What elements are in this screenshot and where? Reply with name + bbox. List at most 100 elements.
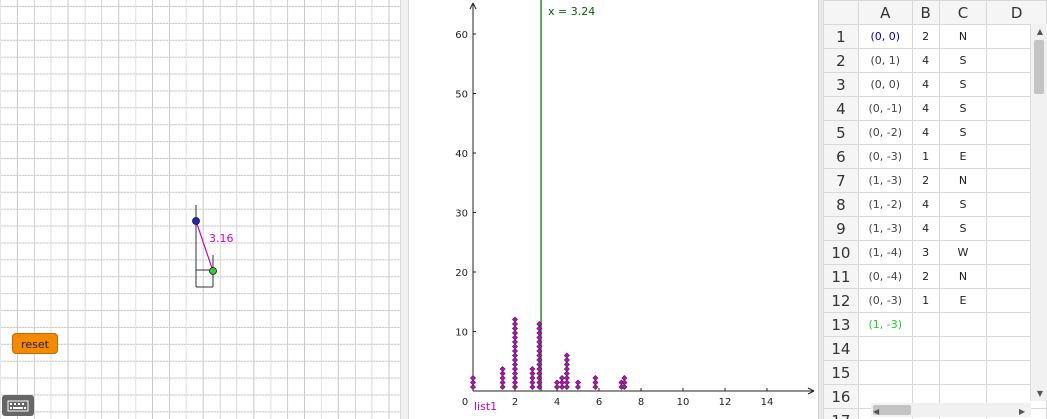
cell-c[interactable]: N: [938, 264, 988, 289]
scroll-down-icon[interactable]: ▼: [1036, 389, 1043, 398]
geometry-view[interactable]: 3.16 reset: [0, 0, 400, 419]
row-header[interactable]: 9: [823, 216, 859, 241]
cell-c[interactable]: E: [938, 144, 988, 169]
row-header[interactable]: 7: [823, 168, 859, 193]
column-header-d[interactable]: D: [986, 0, 1047, 25]
data-dot: [511, 379, 519, 386]
row-header[interactable]: 10: [823, 240, 859, 265]
corner-cell[interactable]: [823, 0, 859, 25]
cell-a[interactable]: (0, -1): [857, 96, 913, 121]
cell-c[interactable]: [938, 360, 988, 385]
row-header[interactable]: 3: [823, 72, 859, 97]
cell-a[interactable]: (1, -3): [857, 216, 913, 241]
y-tick-label: 20: [455, 268, 468, 279]
data-dot: [536, 374, 543, 382]
row-header[interactable]: 13: [823, 312, 859, 337]
cell-a[interactable]: (0, -4): [857, 264, 913, 289]
cell-b[interactable]: 4: [911, 192, 940, 217]
cell-a[interactable]: (0, -3): [857, 144, 913, 169]
table-row: 11 (0, -4) 2 N: [823, 264, 1047, 289]
cell-c[interactable]: S: [938, 72, 988, 97]
cell-b[interactable]: 4: [911, 216, 940, 241]
cell-b[interactable]: 2: [911, 264, 940, 289]
row-header[interactable]: 4: [823, 96, 859, 121]
end-point[interactable]: [209, 267, 217, 275]
horizontal-scrollbar[interactable]: [871, 403, 1031, 417]
cell-b[interactable]: [911, 336, 940, 361]
vertical-scroll-thumb[interactable]: [1034, 40, 1044, 94]
cell-c[interactable]: N: [938, 168, 988, 193]
cell-b[interactable]: 4: [911, 96, 940, 121]
cell-a[interactable]: (0, 0): [857, 72, 913, 97]
cell-b[interactable]: 1: [911, 144, 940, 169]
cell-c[interactable]: W: [938, 240, 988, 265]
data-dot: [536, 329, 543, 337]
data-dot: [536, 370, 543, 377]
cell-a[interactable]: (1, -2): [857, 192, 913, 217]
cell-a[interactable]: (1, -3): [857, 312, 913, 337]
path-drawing: 3.16: [192, 205, 234, 288]
keyboard-icon[interactable]: [2, 395, 34, 416]
distance-segment: [195, 220, 214, 272]
reset-button[interactable]: reset: [12, 333, 58, 354]
row-header[interactable]: 6: [823, 144, 859, 169]
cell-c[interactable]: N: [938, 24, 988, 49]
cell-a[interactable]: [857, 360, 913, 385]
horizontal-scroll-thumb[interactable]: [873, 405, 911, 415]
row-header[interactable]: 16: [823, 384, 859, 409]
row-header[interactable]: 1: [823, 24, 859, 49]
data-dot: [511, 370, 519, 377]
column-header-a[interactable]: A: [857, 0, 913, 25]
row-header[interactable]: 14: [823, 336, 859, 361]
cell-a[interactable]: (0, -3): [857, 288, 913, 313]
graphics-view[interactable]: 2 4 6 8 10 12 14 10 20 30 40 50 60 0 x = 3.24 list1: [409, 0, 819, 419]
data-dot: [529, 383, 536, 391]
table-row: 15: [823, 360, 1047, 385]
cell-a[interactable]: (0, -2): [857, 120, 913, 145]
cell-c[interactable]: [938, 312, 988, 337]
cell-a[interactable]: (0, 0): [857, 24, 913, 49]
row-header[interactable]: 5: [823, 120, 859, 145]
scroll-left-icon[interactable]: ◀: [873, 407, 880, 416]
row-header[interactable]: 11: [823, 264, 859, 289]
row-header[interactable]: 2: [823, 48, 859, 73]
spreadsheet-view[interactable]: A B C D 1 (0, 0) 2 N 2 (0, 1) 4 S 3 (0, 0) 4 S 4 (0, …: [823, 0, 1047, 419]
cell-c[interactable]: S: [938, 96, 988, 121]
cell-c[interactable]: S: [938, 216, 988, 241]
panel-divider[interactable]: [400, 0, 409, 419]
row-header[interactable]: 12: [823, 288, 859, 313]
cell-a[interactable]: [857, 336, 913, 361]
row-header[interactable]: 8: [823, 192, 859, 217]
cell-b[interactable]: 4: [911, 120, 940, 145]
cell-a[interactable]: (0, 1): [857, 48, 913, 73]
row-header[interactable]: 15: [823, 360, 859, 385]
cell-c[interactable]: E: [938, 288, 988, 313]
cell-b[interactable]: 4: [911, 48, 940, 73]
row-header[interactable]: 17: [823, 408, 859, 419]
cell-b[interactable]: 1: [911, 288, 940, 313]
data-dot: [559, 383, 566, 391]
cell-c[interactable]: S: [938, 192, 988, 217]
column-header-c[interactable]: C: [938, 0, 988, 25]
column-header-b[interactable]: B: [911, 0, 940, 25]
data-dot: [536, 365, 543, 373]
vertical-scrollbar[interactable]: [1030, 24, 1047, 401]
start-point[interactable]: [192, 217, 200, 225]
data-dot: [529, 365, 536, 373]
cell-b[interactable]: 2: [911, 168, 940, 193]
cell-a[interactable]: (1, -3): [857, 168, 913, 193]
cell-b[interactable]: 4: [911, 72, 940, 97]
table-row: 2 (0, 1) 4 S: [823, 48, 1047, 73]
cell-c[interactable]: S: [938, 48, 988, 73]
scroll-up-icon[interactable]: ▲: [1036, 27, 1043, 36]
cell-b[interactable]: 2: [911, 24, 940, 49]
cell-b[interactable]: 3: [911, 240, 940, 265]
cell-b[interactable]: [911, 312, 940, 337]
panel-divider[interactable]: [818, 0, 823, 419]
cell-c[interactable]: S: [938, 120, 988, 145]
data-dot: [563, 379, 570, 386]
cell-a[interactable]: (1, -4): [857, 240, 913, 265]
scroll-right-icon[interactable]: ▶: [1019, 407, 1026, 416]
cell-c[interactable]: [938, 336, 988, 361]
cell-b[interactable]: [911, 360, 940, 385]
